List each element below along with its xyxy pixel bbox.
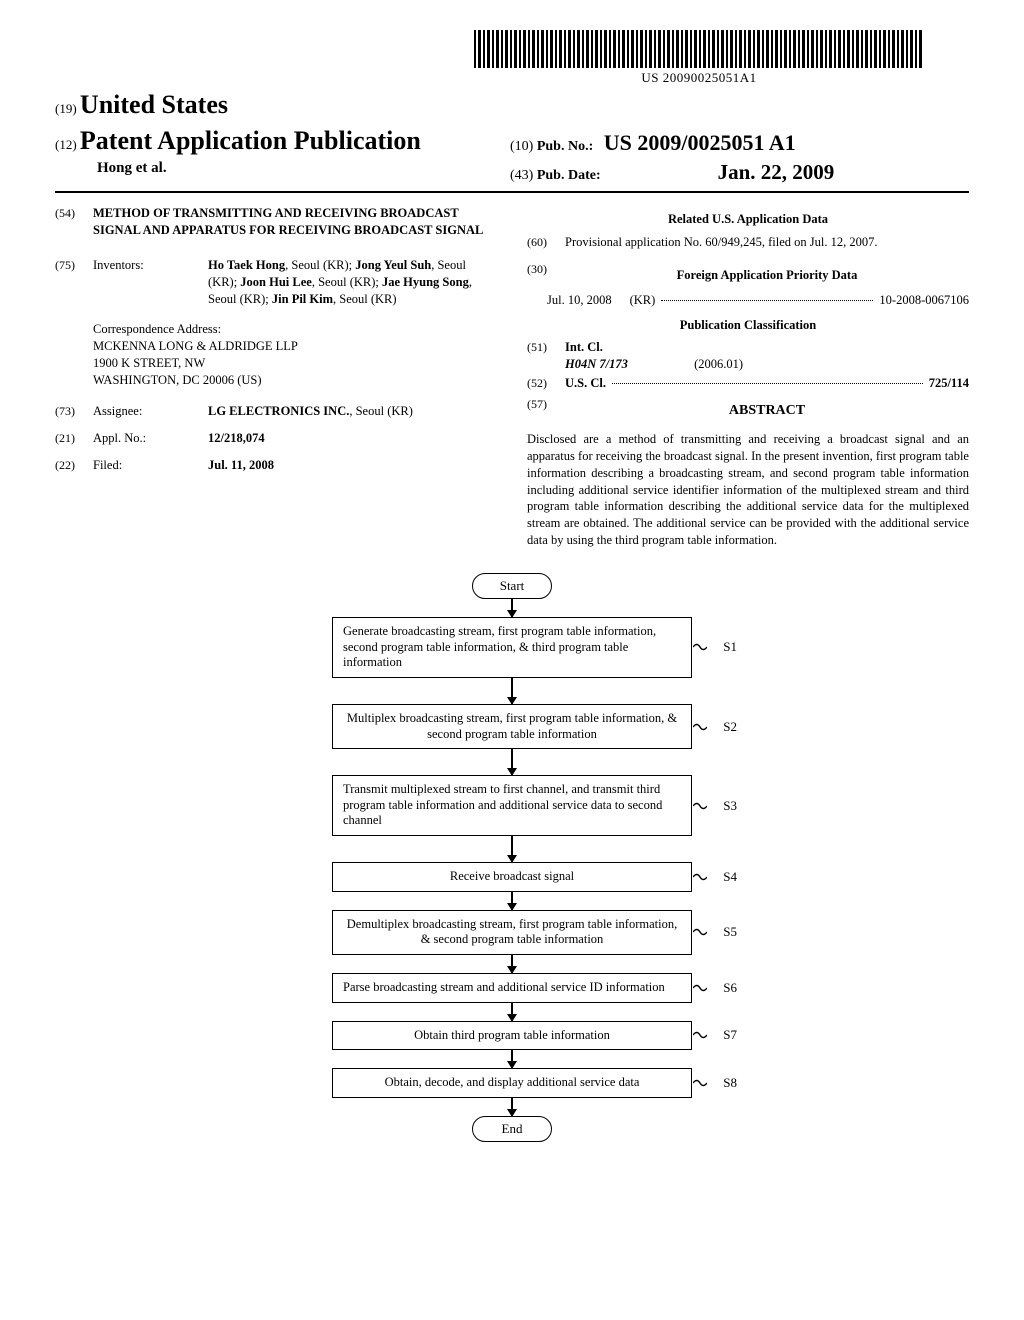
flowchart-step-label: S8 [723, 1075, 737, 1091]
code-54: (54) [55, 205, 93, 239]
horizontal-rule [55, 191, 969, 193]
flowchart-step-s6: Parse broadcasting stream and additional… [332, 973, 692, 1003]
flowchart-start: Start [472, 573, 552, 599]
flowchart-step-s3: Transmit multiplexed stream to first cha… [332, 775, 692, 836]
flowchart-end: End [472, 1116, 552, 1142]
code-52: (52) [527, 375, 565, 392]
intcl-label: Int. Cl. [565, 340, 603, 354]
left-column: (54) METHOD OF TRANSMITTING AND RECEIVIN… [55, 205, 497, 549]
code-12: (12) [55, 137, 77, 152]
correspondence-label: Correspondence Address: [93, 321, 497, 338]
assignee-name: LG ELECTRONICS INC. [208, 404, 349, 418]
intcl-date: (2006.01) [694, 357, 743, 371]
barcode-text: US 20090025051A1 [474, 70, 924, 86]
flowchart: Start Generate broadcasting stream, firs… [232, 573, 792, 1142]
flowchart-step-label: S6 [723, 980, 737, 996]
invention-title: METHOD OF TRANSMITTING AND RECEIVING BRO… [93, 205, 497, 239]
uscl-label: U.S. Cl. [565, 375, 606, 392]
right-column: Related U.S. Application Data (60) Provi… [527, 205, 969, 549]
correspondence-line2: 1900 K STREET, NW [93, 355, 497, 372]
pubdate-label: Pub. Date: [537, 168, 601, 183]
flowchart-step-label: S4 [723, 869, 737, 885]
flowchart-step-label: S5 [723, 924, 737, 940]
filed-date: Jul. 11, 2008 [208, 458, 274, 472]
flowchart-step-label: S3 [723, 797, 737, 813]
abstract-head: ABSTRACT [565, 402, 969, 421]
related-data-head: Related U.S. Application Data [527, 211, 969, 228]
pubno-label: Pub. No.: [537, 139, 593, 154]
flowchart-step-s1: Generate broadcasting stream, first prog… [332, 617, 692, 678]
code-30: (30) [527, 261, 565, 290]
uscl-value: 725/114 [929, 375, 969, 392]
barcode-graphic [474, 30, 924, 68]
correspondence-address: Correspondence Address: MCKENNA LONG & A… [93, 321, 497, 389]
pub-date: Jan. 22, 2009 [718, 160, 835, 184]
pub-number: US 2009/0025051 A1 [604, 130, 796, 155]
code-22: (22) [55, 457, 93, 474]
barcode-block: US 20090025051A1 [474, 30, 924, 86]
flowchart-step-s5: Demultiplex broadcasting stream, first p… [332, 910, 692, 955]
doc-type: Patent Application Publication [80, 126, 421, 155]
intcl-code: H04N 7/173 [565, 357, 628, 371]
abstract-text: Disclosed are a method of transmitting a… [527, 431, 969, 549]
code-10: (10) [510, 139, 533, 154]
assignee: LG ELECTRONICS INC., Seoul (KR) [208, 403, 497, 420]
code-57: (57) [527, 396, 565, 427]
flowchart-step-s7: Obtain third program table informationS7 [332, 1021, 692, 1051]
provisional-text: Provisional application No. 60/949,245, … [565, 234, 969, 251]
applno-label: Appl. No.: [93, 430, 208, 447]
code-43: (43) [510, 168, 533, 183]
flowchart-step-label: S7 [723, 1027, 737, 1043]
code-60: (60) [527, 234, 565, 251]
inventors-list: Ho Taek Hong, Seoul (KR); Jong Yeul Suh,… [208, 257, 497, 308]
inventors-label: Inventors: [93, 257, 208, 308]
assignee-label: Assignee: [93, 403, 208, 420]
flowchart-step-s4: Receive broadcast signalS4 [332, 862, 692, 892]
code-75: (75) [55, 257, 93, 308]
code-19: (19) [55, 101, 77, 116]
foreign-priority-head: Foreign Application Priority Data [565, 267, 969, 284]
assignee-loc: , Seoul (KR) [349, 404, 413, 418]
bibliographic-columns: (54) METHOD OF TRANSMITTING AND RECEIVIN… [55, 205, 969, 549]
flowchart-step-s2: Multiplex broadcasting stream, first pro… [332, 704, 692, 749]
code-51: (51) [527, 339, 565, 373]
flowchart-step-s8: Obtain, decode, and display additional s… [332, 1068, 692, 1098]
filed-label: Filed: [93, 457, 208, 474]
flowchart-step-label: S1 [723, 639, 737, 655]
foreign-date: Jul. 10, 2008 [547, 292, 612, 309]
country: United States [80, 90, 228, 119]
code-73: (73) [55, 403, 93, 420]
flowchart-step-label: S2 [723, 718, 737, 734]
foreign-app-number: 10-2008-0067106 [879, 292, 969, 309]
correspondence-line3: WASHINGTON, DC 20006 (US) [93, 372, 497, 389]
header-right: (10) Pub. No.: US 2009/0025051 A1 (43) P… [510, 130, 834, 185]
foreign-country: (KR) [630, 292, 656, 309]
correspondence-line1: MCKENNA LONG & ALDRIDGE LLP [93, 338, 497, 355]
pub-classification-head: Publication Classification [527, 317, 969, 334]
appl-number: 12/218,074 [208, 431, 265, 445]
code-21: (21) [55, 430, 93, 447]
